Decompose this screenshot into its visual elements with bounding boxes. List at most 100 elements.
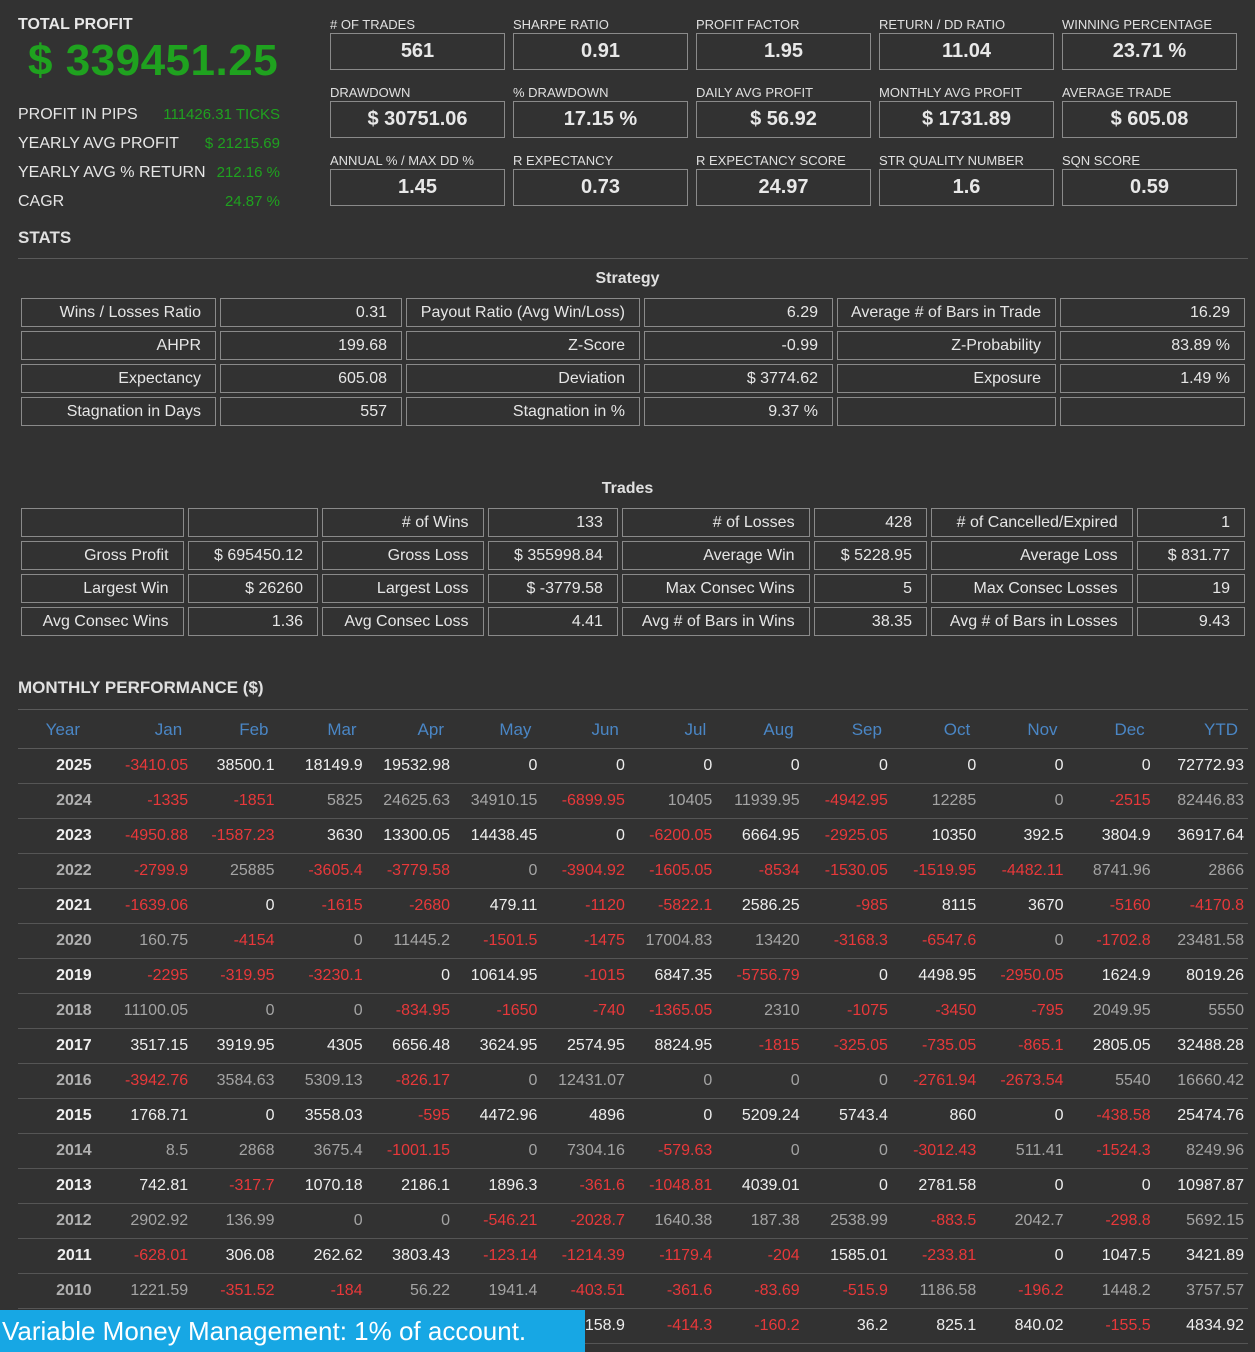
stat-value (1060, 397, 1245, 426)
stat-label: # of Cancelled/Expired (930, 508, 1133, 537)
monthly-header-mar: Mar (278, 712, 367, 749)
monthly-row: 2025 -3410.05 38500.1 18149.9 19532.98 0 0 0 0 0 0… (18, 748, 1248, 784)
monthly-row: 2024 -1335 -1851 5825 24625.63 34910.15 -6899.… (18, 783, 1248, 819)
monthly-value: -985 (803, 888, 892, 924)
monthly-value: 38500.1 (192, 748, 279, 784)
monthly-value: 2781.58 (891, 1168, 981, 1204)
monthly-value: -317.7 (192, 1168, 279, 1204)
kpi-label: ANNUAL % / MAX DD % (330, 153, 474, 168)
monthly-value: -1639.06 (107, 888, 193, 924)
kpi-label: RETURN / DD RATIO (879, 17, 1006, 32)
stat-label: Max Consec Wins (621, 574, 810, 603)
monthly-value: -204 (716, 1238, 804, 1274)
strategy-title: Strategy (595, 270, 660, 287)
kpi-label: PROFIT FACTOR (696, 17, 800, 32)
trades-table: # of Wins 133 # of Losses 428 # of Cancelled… (17, 504, 1249, 640)
monthly-value: 0 (454, 853, 542, 889)
monthly-performance-table: Year Jan Feb Mar Apr May Jun Jul Aug Sep Oct Nov Dec… (18, 712, 1248, 1344)
monthly-value: 16660.42 (1154, 1063, 1248, 1099)
summary-row-label: PROFIT IN PIPS (18, 105, 138, 123)
summary-row-value: 24.87 % (224, 193, 280, 210)
monthly-value: -123.14 (454, 1238, 542, 1274)
monthly-value: 0 (1067, 748, 1155, 784)
kpi-label: MONTHLY AVG PROFIT (879, 85, 1023, 100)
table-row: Wins / Losses Ratio 0.31 Payout Ratio (Avg… (21, 298, 1245, 327)
kpi-card: AVERAGE TRADE $ 605.08 (1062, 84, 1237, 152)
monthly-value: 19532.98 (366, 748, 455, 784)
stat-label: Largest Win (21, 574, 184, 603)
monthly-value: 0 (628, 1063, 717, 1099)
monthly-value: 0 (803, 1063, 892, 1099)
stat-value: 199.68 (220, 331, 402, 360)
monthly-value: 2574.95 (541, 1028, 629, 1064)
stat-label: # of Wins (321, 508, 484, 537)
stat-value: 605.08 (220, 364, 402, 393)
monthly-value: -2028.7 (541, 1203, 629, 1239)
stat-label: Z-Probability (837, 331, 1056, 360)
monthly-value: 2868 (192, 1133, 279, 1169)
kpi-label: STR QUALITY NUMBER (879, 153, 1024, 168)
kpi-value: 11.04 (879, 33, 1054, 70)
kpi-card: WINNING PERCENTAGE 23.71 % (1062, 16, 1237, 84)
monthly-value: 0 (716, 1063, 804, 1099)
monthly-value: 392.5 (980, 818, 1068, 854)
kpi-value: 17.15 % (513, 101, 688, 138)
money-management-banner: Variable Money Management: 1% of account… (0, 1310, 585, 1352)
monthly-value: -1615 (278, 888, 367, 924)
monthly-value: -83.69 (716, 1273, 804, 1309)
stats-divider (18, 258, 1248, 259)
monthly-row: 2018 11100.05 0 0 -834.95 -1650 -740 -1365.05 23… (18, 993, 1248, 1029)
kpi-label: AVERAGE TRADE (1062, 85, 1172, 100)
monthly-value: 10987.87 (1154, 1168, 1248, 1204)
monthly-value: 1186.58 (891, 1273, 981, 1309)
monthly-value: 2186.1 (366, 1168, 455, 1204)
summary-row-value: 111426.31 TICKS (163, 106, 280, 123)
monthly-value: 1448.2 (1067, 1273, 1155, 1309)
stat-label: # of Losses (621, 508, 810, 537)
monthly-year: 2025 (18, 748, 108, 784)
monthly-value: 0 (278, 993, 367, 1029)
summary-row: PROFIT IN PIPS 111426.31 TICKS (18, 100, 280, 129)
stat-value: 16.29 (1060, 298, 1245, 327)
monthly-value: 5692.15 (1154, 1203, 1248, 1239)
kpi-label: DAILY AVG PROFIT (696, 85, 814, 100)
monthly-year: 2016 (18, 1063, 108, 1099)
monthly-value: 0 (278, 923, 367, 959)
monthly-value: 13420 (716, 923, 804, 959)
kpi-card: PROFIT FACTOR 1.95 (696, 16, 871, 84)
monthly-value: 0 (980, 783, 1068, 819)
monthly-header-jul: Jul (628, 712, 717, 749)
monthly-year: 2010 (18, 1273, 108, 1309)
stat-label: Wins / Losses Ratio (21, 298, 216, 327)
monthly-value: -579.63 (628, 1133, 717, 1169)
stat-value: $ 3774.62 (644, 364, 833, 393)
monthly-value: 3803.43 (366, 1238, 455, 1274)
monthly-value: 5743.4 (803, 1098, 892, 1134)
monthly-value: 136.99 (192, 1203, 279, 1239)
kpi-card: SHARPE RATIO 0.91 (513, 16, 688, 84)
kpi-value: 1.6 (879, 169, 1054, 206)
monthly-value: 0 (803, 748, 892, 784)
monthly-value: -1501.5 (454, 923, 542, 959)
total-profit-summary: TOTAL PROFIT $ 339451.25 PROFIT IN PIPS 1… (18, 16, 280, 216)
monthly-value: 1221.59 (107, 1273, 193, 1309)
stat-value: 6.29 (644, 298, 833, 327)
monthly-value: 2902.92 (107, 1203, 193, 1239)
monthly-value: -1605.05 (628, 853, 717, 889)
monthly-value: 0 (541, 748, 629, 784)
monthly-value: 0 (278, 1203, 367, 1239)
monthly-value: -2680 (366, 888, 455, 924)
stat-value: 19 (1136, 574, 1245, 603)
monthly-value: 17004.83 (628, 923, 717, 959)
monthly-row: 2023 -4950.88 -1587.23 3630 13300.05 14438.45… (18, 818, 1248, 854)
kpi-value: $ 1731.89 (879, 101, 1054, 138)
monthly-value: 11445.2 (366, 923, 455, 959)
monthly-value: 23481.58 (1154, 923, 1248, 959)
kpi-value: 0.73 (513, 169, 688, 206)
kpi-card: MONTHLY AVG PROFIT $ 1731.89 (879, 84, 1054, 152)
monthly-row: 2020 160.75 -4154 0 11445.2 -1501.5 -1475 17004… (18, 923, 1248, 959)
monthly-year: 2019 (18, 958, 108, 994)
monthly-value: -1851 (192, 783, 279, 819)
monthly-value: -834.95 (366, 993, 455, 1029)
stat-label: Avg # of Bars in Losses (930, 607, 1133, 636)
